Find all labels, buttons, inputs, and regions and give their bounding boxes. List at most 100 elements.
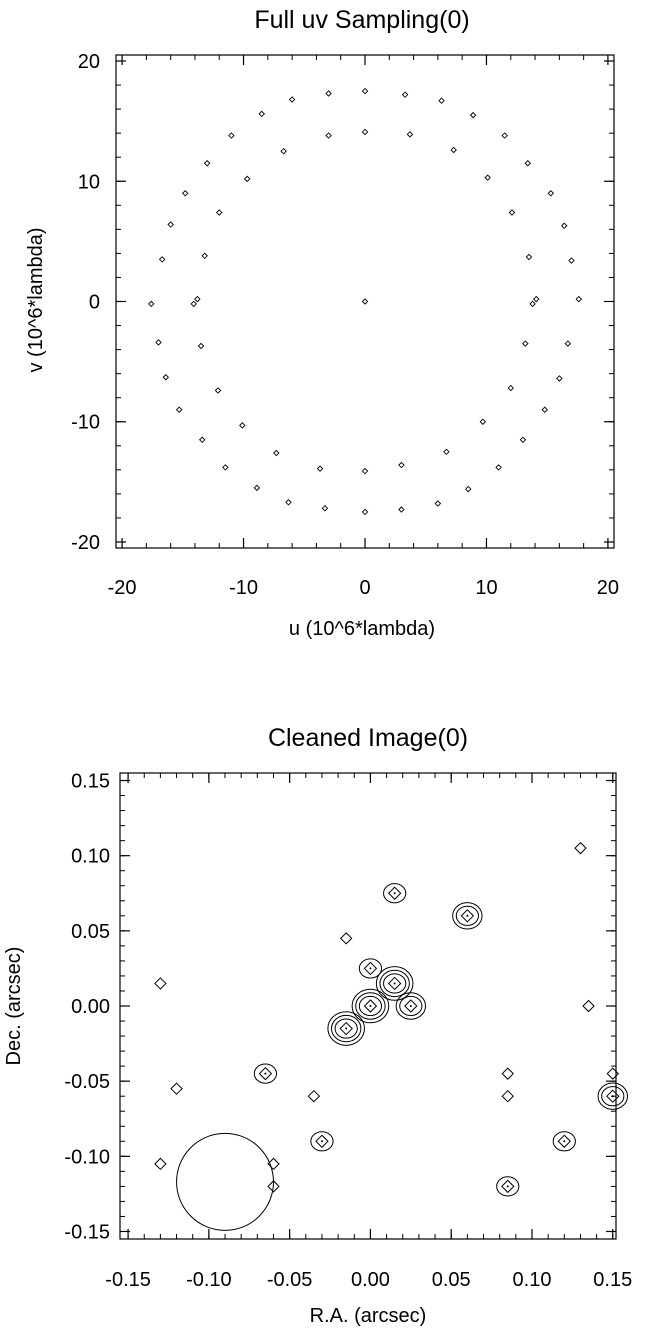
cleaned-x-tick-label: 0.05: [432, 1269, 471, 1291]
uv-point: [507, 384, 514, 392]
contour-level: [557, 1134, 572, 1148]
cleaned-y-tick-label: -0.10: [64, 1146, 110, 1168]
contour-source: [383, 883, 407, 904]
cleaned-image-panel: Cleaned Image(0) -0.15 -0.10 -0.05 0.00 0.05…: [3, 724, 632, 1327]
contour-peak: [393, 892, 396, 895]
uv-y-tick-label: -20: [71, 532, 100, 554]
uv-tick-labels: -20 -10 0 10 20 -20 -10 0 10 20: [71, 51, 619, 599]
cleaned-x-axis-label: R.A. (arcsec): [310, 1305, 427, 1327]
contour-level: [606, 1089, 620, 1103]
uv-point: [316, 465, 324, 472]
contour-source: [307, 1089, 321, 1103]
uv-point: [443, 448, 450, 456]
contour-peak: [345, 1027, 348, 1030]
contour-peak: [369, 1005, 372, 1007]
contour-level: [383, 973, 407, 994]
uv-x-tick-label: 20: [597, 577, 619, 599]
uv-y-axis-label: v (10^6*lambda): [25, 227, 47, 372]
uv-point: [361, 508, 369, 516]
uv-y-tick-label: -10: [71, 412, 100, 434]
uv-point: [321, 505, 329, 512]
uv-x-axis-label: u (10^6*lambda): [289, 618, 435, 640]
cleaned-tick-labels: -0.15 -0.10 -0.05 0.00 0.05 0.10 0.15 -0.15 -0.1…: [64, 771, 632, 1291]
uv-point: [325, 132, 332, 139]
uv-point: [501, 132, 508, 139]
uv-point: [325, 90, 332, 97]
uv-point: [519, 436, 527, 444]
uv-point: [434, 500, 442, 507]
uv-point: [167, 221, 174, 228]
contour-level: [355, 992, 386, 1020]
uv-point: [190, 300, 197, 308]
uv-point: [398, 461, 405, 469]
uv-point: [401, 91, 409, 98]
contour-source: [339, 932, 353, 945]
uv-point: [524, 159, 531, 167]
uv-point: [361, 467, 369, 475]
contour-level: [574, 841, 587, 855]
contour-peak: [409, 1005, 412, 1007]
contour-level: [154, 1157, 167, 1171]
contour-level: [597, 1082, 628, 1110]
contour-source: [375, 966, 414, 1001]
contour-level: [334, 1018, 358, 1039]
uv-point: [285, 499, 292, 506]
contour-peak: [393, 982, 396, 985]
contour-source: [154, 1157, 167, 1171]
contour-peak: [506, 1185, 509, 1188]
cleaned-sources: [154, 841, 628, 1231]
uv-point: [175, 406, 183, 413]
uv-point: [529, 300, 536, 308]
contour-level: [452, 902, 483, 930]
uv-point: [216, 209, 223, 216]
uv-point: [197, 342, 205, 350]
uv-point: [479, 418, 487, 425]
contour-source: [574, 841, 587, 855]
uv-point: [438, 97, 445, 104]
contour-level: [339, 932, 353, 945]
cleaned-y-tick-label: 0.15: [71, 771, 110, 793]
contour-source: [358, 958, 383, 979]
cleaned-x-tick-label: -0.15: [105, 1269, 151, 1291]
uv-point: [228, 132, 235, 139]
cleaned-y-tick-label: -0.15: [64, 1221, 110, 1243]
contour-level: [606, 1067, 619, 1080]
uv-point: [361, 128, 369, 136]
uv-point: [575, 295, 583, 303]
contour-level: [582, 999, 595, 1013]
contour-level: [315, 1134, 329, 1148]
uv-points: [147, 87, 583, 516]
contour-level: [351, 988, 390, 1024]
uv-point: [194, 295, 201, 303]
contour-level: [501, 1089, 514, 1103]
contour-level: [501, 1179, 515, 1194]
uv-point: [201, 252, 208, 260]
beam-circle: [176, 1132, 274, 1231]
uv-point: [214, 387, 222, 394]
cleaned-ticks: [120, 773, 616, 1239]
contour-level: [379, 969, 410, 998]
cleaned-x-tick-label: -0.10: [186, 1269, 232, 1291]
contour-source: [552, 1131, 576, 1152]
contour-source: [267, 1180, 280, 1193]
contour-source: [327, 1011, 365, 1046]
contour-level: [339, 1021, 353, 1036]
cleaned-y-tick-label: 0.10: [71, 846, 110, 868]
contour-level: [327, 1011, 365, 1046]
contour-level: [307, 1089, 321, 1103]
contour-source: [351, 988, 390, 1024]
uv-point: [495, 464, 502, 471]
uv-point: [541, 406, 549, 413]
cleaned-y-axis-label: Dec. (arcsec): [3, 947, 25, 1066]
uv-point: [560, 222, 568, 229]
contour-level: [170, 1082, 183, 1095]
uv-point: [199, 436, 206, 444]
uv-point: [556, 375, 563, 382]
uv-x-tick-label: -10: [229, 577, 258, 599]
uv-x-tick-label: 10: [475, 577, 497, 599]
cleaned-x-tick-label: 0.15: [593, 1269, 632, 1291]
uv-sampling-panel: Full uv Sampling(0) -20 -10 0 10 20 -20 -10 0 10…: [25, 6, 619, 640]
cleaned-y-tick-label: 0.05: [71, 921, 110, 943]
contour-source: [452, 902, 483, 930]
